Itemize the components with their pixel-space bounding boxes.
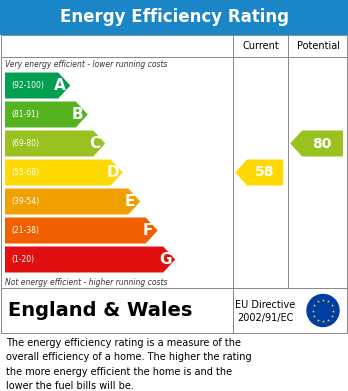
- Text: A: A: [54, 78, 66, 93]
- Text: EU Directive: EU Directive: [235, 300, 295, 310]
- Text: (92-100): (92-100): [11, 81, 44, 90]
- Text: D: D: [106, 165, 119, 180]
- Text: B: B: [72, 107, 84, 122]
- Text: Current: Current: [242, 41, 279, 51]
- Text: (69-80): (69-80): [11, 139, 39, 148]
- Text: (81-91): (81-91): [11, 110, 39, 119]
- Text: G: G: [159, 252, 172, 267]
- Bar: [1, 288, 347, 333]
- Text: Energy Efficiency Rating: Energy Efficiency Rating: [60, 9, 288, 27]
- Polygon shape: [5, 217, 158, 244]
- Text: England & Wales: England & Wales: [8, 301, 192, 320]
- Text: Not energy efficient - higher running costs: Not energy efficient - higher running co…: [5, 278, 167, 287]
- Text: (39-54): (39-54): [11, 197, 39, 206]
- Polygon shape: [290, 131, 343, 156]
- Polygon shape: [5, 188, 140, 215]
- Text: Very energy efficient - lower running costs: Very energy efficient - lower running co…: [5, 60, 167, 69]
- Polygon shape: [235, 160, 283, 185]
- Text: Potential: Potential: [296, 41, 340, 51]
- Text: E: E: [125, 194, 135, 209]
- Text: 80: 80: [313, 136, 332, 151]
- Text: (55-68): (55-68): [11, 168, 39, 177]
- Polygon shape: [5, 246, 175, 273]
- Polygon shape: [5, 160, 123, 185]
- Text: 2002/91/EC: 2002/91/EC: [237, 312, 293, 323]
- Bar: [0, 0, 348, 35]
- Circle shape: [307, 294, 339, 326]
- Text: 58: 58: [255, 165, 275, 179]
- Polygon shape: [5, 102, 88, 127]
- Polygon shape: [5, 72, 70, 99]
- Text: The energy efficiency rating is a measure of the
overall efficiency of a home. T: The energy efficiency rating is a measur…: [6, 338, 252, 391]
- Text: F: F: [143, 223, 153, 238]
- Text: (21-38): (21-38): [11, 226, 39, 235]
- Polygon shape: [5, 131, 105, 156]
- Bar: [1, 35, 347, 288]
- Text: C: C: [90, 136, 101, 151]
- Text: (1-20): (1-20): [11, 255, 34, 264]
